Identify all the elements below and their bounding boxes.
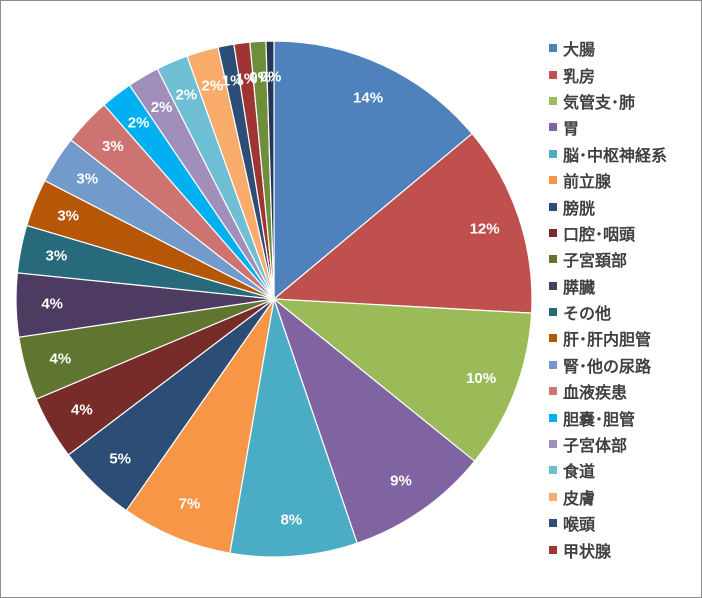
slice-data-label-1: 14%: [353, 90, 383, 107]
slice-data-label-18: 2%: [202, 77, 224, 94]
slice-data-label-10: 4%: [41, 296, 63, 313]
legend-item: 血液疾患: [549, 378, 667, 404]
slice-data-label-5: 8%: [280, 512, 302, 529]
pie-slice-4: [272, 297, 476, 544]
legend-swatch: [549, 149, 557, 158]
slice-data-label-16: 2%: [151, 99, 173, 116]
legend-swatch: [549, 123, 557, 132]
legend-item: 甲状腺: [549, 536, 667, 562]
legend-swatch: [549, 492, 557, 501]
slice-data-label-21: 0%: [249, 69, 271, 86]
legend-label: 胆嚢･胆管: [563, 409, 636, 429]
slice-data-label-3: 10%: [466, 370, 496, 387]
slice-data-label-17: 2%: [175, 87, 197, 104]
legend-item: 腎･他の尿路: [549, 352, 667, 378]
slice-data-label-15: 2%: [128, 115, 150, 132]
legend-swatch: [549, 228, 557, 237]
slice-data-label-2: 12%: [470, 221, 500, 238]
legend-item: 脳･中枢神経系: [549, 141, 667, 167]
legend-label: 腎･他の尿路: [563, 356, 652, 376]
legend-swatch: [549, 334, 557, 343]
legend-item: 膵臓: [549, 273, 667, 299]
legend-swatch: [549, 545, 557, 554]
legend-swatch: [549, 96, 557, 105]
legend-label: 喉頭: [563, 515, 596, 535]
slice-data-label-7: 5%: [109, 450, 131, 467]
legend-item: 肝･肝内胆管: [549, 325, 667, 351]
slice-data-label-19: 1%: [222, 73, 244, 90]
legend-item: 胃: [549, 114, 667, 140]
slice-data-label-11: 3%: [45, 247, 67, 264]
legend-label: 血液疾患: [563, 383, 628, 403]
legend-item: 食道: [549, 457, 667, 483]
legend-swatch: [549, 519, 557, 528]
legend-swatch: [549, 360, 557, 369]
legend-swatch: [549, 70, 557, 79]
legend-label: 子宮頚部: [563, 251, 628, 271]
slice-data-label-8: 4%: [71, 401, 93, 418]
legend-item: 子宮頚部: [549, 246, 667, 272]
legend-swatch: [549, 387, 557, 396]
slice-data-label-20: 1%: [235, 70, 257, 87]
legend-label: 膵臓: [563, 277, 596, 297]
pie-slice-6: [125, 298, 275, 554]
legend-label: 膀胱: [563, 198, 596, 218]
legend-item: 子宮体部: [549, 431, 667, 457]
pie-slice-1: [273, 40, 473, 301]
legend-label: 気管支･肺: [563, 92, 636, 112]
legend-item: 大腸: [549, 35, 667, 61]
legend-item: 乳房: [549, 61, 667, 87]
legend-label: 胃: [563, 119, 580, 139]
legend-swatch: [549, 44, 557, 53]
legend-swatch: [549, 176, 557, 185]
legend-swatch: [549, 413, 557, 422]
legend-item: 口腔･咽頭: [549, 220, 667, 246]
slice-data-label-22: 0%: [260, 69, 282, 86]
legend-item: 喉頭: [549, 510, 667, 536]
legend-label: 肝･肝内胆管: [563, 330, 652, 350]
legend-item: その他: [549, 299, 667, 325]
legend-label: 甲状腺: [563, 541, 612, 561]
pie-slice-5: [229, 298, 358, 558]
legend-swatch: [549, 308, 557, 317]
legend-label: 子宮体部: [563, 436, 628, 456]
legend-label: 大腸: [563, 40, 596, 60]
legend-item: 気管支･肺: [549, 88, 667, 114]
legend-label: 口腔･咽頭: [563, 224, 636, 244]
legend-label: その他: [563, 304, 612, 324]
legend-swatch: [549, 255, 557, 264]
legend-swatch: [549, 466, 557, 475]
slice-data-label-9: 4%: [50, 350, 72, 367]
legend-item: 皮膚: [549, 484, 667, 510]
legend-label: 脳･中枢神経系: [563, 145, 668, 165]
slice-data-label-4: 9%: [390, 472, 412, 489]
legend-item: 胆嚢･胆管: [549, 404, 667, 430]
legend-swatch: [549, 281, 557, 290]
legend-swatch: [549, 440, 557, 449]
slice-data-label-13: 3%: [76, 171, 98, 188]
pie-slice-2: [272, 132, 533, 314]
legend-item: 前立腺: [549, 167, 667, 193]
legend-label: 食道: [563, 462, 596, 482]
pie-slice-22: [265, 40, 275, 300]
legend-label: 乳房: [563, 66, 596, 86]
legend: 大腸乳房気管支･肺胃脳･中枢神経系 前立腺膀胱口腔･咽頭子宮頚部膵臓その他肝･肝内…: [549, 35, 667, 563]
slice-data-label-12: 3%: [57, 208, 79, 225]
slice-data-label-6: 7%: [179, 496, 201, 513]
pie-slice-3: [272, 298, 533, 463]
legend-label: 前立腺: [563, 172, 612, 192]
slice-data-label-14: 3%: [102, 138, 124, 155]
legend-item: 膀胱: [549, 193, 667, 219]
legend-label: 皮膚: [563, 488, 596, 508]
legend-swatch: [549, 202, 557, 211]
